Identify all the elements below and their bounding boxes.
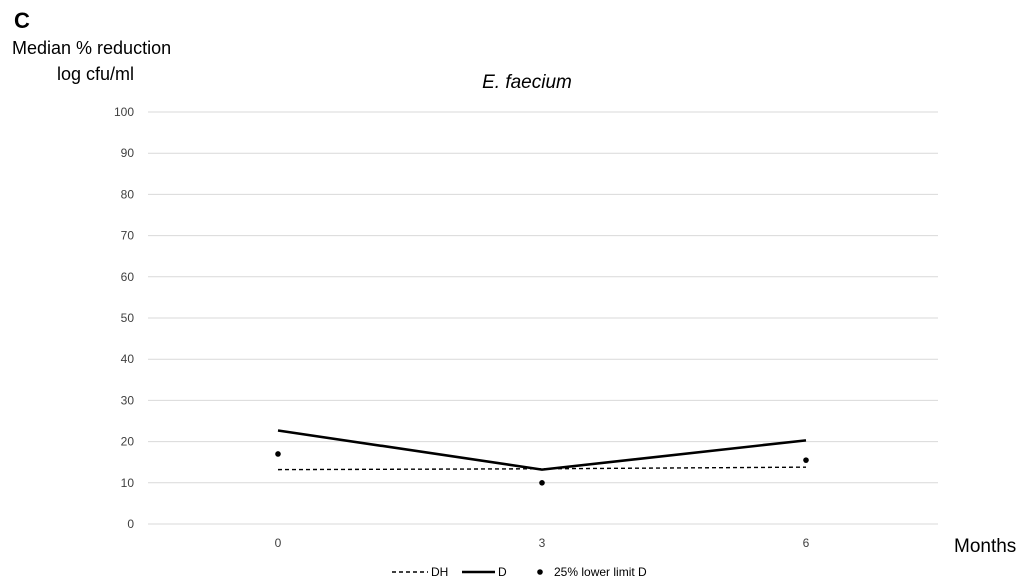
data-point [803,457,809,463]
y-tick-label: 70 [121,229,135,243]
data-point [539,480,545,486]
y-tick-label: 100 [114,105,134,119]
chart-title: E. faecium [482,72,572,93]
series-d [277,429,807,471]
data-point [275,451,281,457]
y-axis-label-line-1: Median % reduction [12,38,171,58]
y-tick-label: 50 [121,311,135,325]
series-layer [275,429,809,486]
y-tick-label: 60 [121,270,135,284]
gridlines [148,111,938,525]
legend-label: D [498,565,507,579]
x-tick-label: 0 [275,536,282,550]
y-tick-label: 30 [121,393,135,407]
y-axis-label-line-2: log cfu/ml [57,64,134,84]
y-tick-label: 40 [121,352,135,366]
legend-item: DH [392,565,448,579]
y-tick-label: 80 [121,187,135,201]
panel-label: C [14,8,30,33]
y-tick-label: 0 [127,517,134,531]
y-tick-label: 90 [121,146,135,160]
legend-item: 25% lower limit D [537,565,647,579]
legend-item: D [462,565,507,579]
legend-label: DH [431,565,448,579]
legend-label: 25% lower limit D [554,565,647,579]
legend-dot-icon [537,569,543,575]
x-tick-label: 3 [539,536,546,550]
x-axis-label: Months [954,536,1016,557]
legend: DH D 25% lower limit D [392,565,647,579]
series-line [277,429,807,471]
x-tick-label: 6 [803,536,810,550]
y-tick-label: 10 [121,476,135,490]
y-tick-labels: 0 10 20 30 40 50 60 70 80 90 100 [114,105,134,531]
y-tick-label: 20 [121,435,135,449]
x-tick-labels: 0 3 6 [275,536,810,550]
series-25-lower-limit-d [275,451,809,486]
